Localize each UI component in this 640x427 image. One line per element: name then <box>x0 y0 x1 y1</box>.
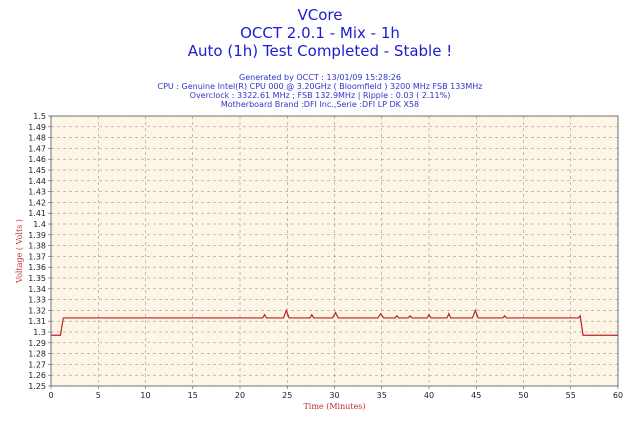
y-tick-label: 1.39 <box>28 231 46 240</box>
y-tick-label: 1.47 <box>28 144 46 153</box>
y-tick-label: 1.34 <box>28 285 46 294</box>
y-tick-label: 1.33 <box>28 296 46 305</box>
test-status: Auto (1h) Test Completed - Stable ! <box>187 42 453 60</box>
x-tick-label: 50 <box>518 391 528 400</box>
chart-title: VCore <box>297 6 343 24</box>
y-tick-label: 1.45 <box>28 166 46 175</box>
x-tick-label: 30 <box>329 391 339 400</box>
x-axis-label: Time (Minutes) <box>303 402 365 411</box>
y-tick-label: 1.41 <box>28 209 46 218</box>
y-tick-label: 1.27 <box>28 360 46 369</box>
x-tick-label: 0 <box>48 391 53 400</box>
x-tick-label: 55 <box>566 391 576 400</box>
motherboard-info: Motherboard Brand :DFI Inc.,Serie :DFI L… <box>220 100 420 109</box>
plot-border <box>50 115 619 387</box>
y-tick-label: 1.44 <box>28 177 46 186</box>
y-tick-label: 1.35 <box>28 274 46 283</box>
y-tick-label: 1.37 <box>28 252 46 261</box>
y-tick-label: 1.29 <box>28 339 46 348</box>
y-axis-label: Voltage ( Volts ) <box>15 219 24 284</box>
y-tick-label: 1.26 <box>28 371 46 380</box>
x-tick-label: 15 <box>188 391 198 400</box>
x-tick-label: 60 <box>613 391 623 400</box>
y-tick-label: 1.42 <box>28 198 46 207</box>
x-tick-label: 40 <box>424 391 434 400</box>
x-axis-ticks: 0 5 10 15 20 25 30 35 40 45 50 55 60 <box>48 386 623 400</box>
y-tick-label: 1.48 <box>28 134 46 143</box>
y-tick-label: 1.5 <box>33 112 46 121</box>
y-tick-label: 1.3 <box>33 328 46 337</box>
generated-info: Generated by OCCT : 13/01/09 15:28:26 <box>239 73 401 82</box>
y-tick-label: 1.28 <box>28 350 46 359</box>
y-tick-label: 1.49 <box>28 123 46 132</box>
x-tick-label: 45 <box>471 391 481 400</box>
y-tick-label: 1.46 <box>28 155 46 164</box>
y-tick-label: 1.38 <box>28 242 46 251</box>
y-tick-label: 1.32 <box>28 306 46 315</box>
x-tick-label: 20 <box>235 391 245 400</box>
x-tick-label: 35 <box>377 391 387 400</box>
y-tick-label: 1.43 <box>28 188 46 197</box>
y-tick-label: 1.36 <box>28 263 46 272</box>
y-tick-label: 1.4 <box>33 220 46 229</box>
x-tick-label: 5 <box>96 391 101 400</box>
y-tick-label: 1.31 <box>28 317 46 326</box>
x-tick-label: 25 <box>282 391 292 400</box>
y-axis-ticks: 1.25 1.26 1.271.28 1.29 1.3 1.31 1.321.33 1.34 1… <box>28 112 51 391</box>
x-tick-label: 10 <box>140 391 150 400</box>
vcore-series-line <box>51 308 618 336</box>
chart-subtitle: OCCT 2.0.1 - Mix - 1h <box>240 24 400 42</box>
grid-lines <box>50 115 619 387</box>
cpu-info: CPU : Genuine Intel(R) CPU 000 @ 3.20GHz… <box>157 82 483 91</box>
y-tick-label: 1.25 <box>28 382 46 391</box>
overclock-info: Overclock : 3322.61 MHz ; FSB 132.9MHz |… <box>189 91 451 100</box>
